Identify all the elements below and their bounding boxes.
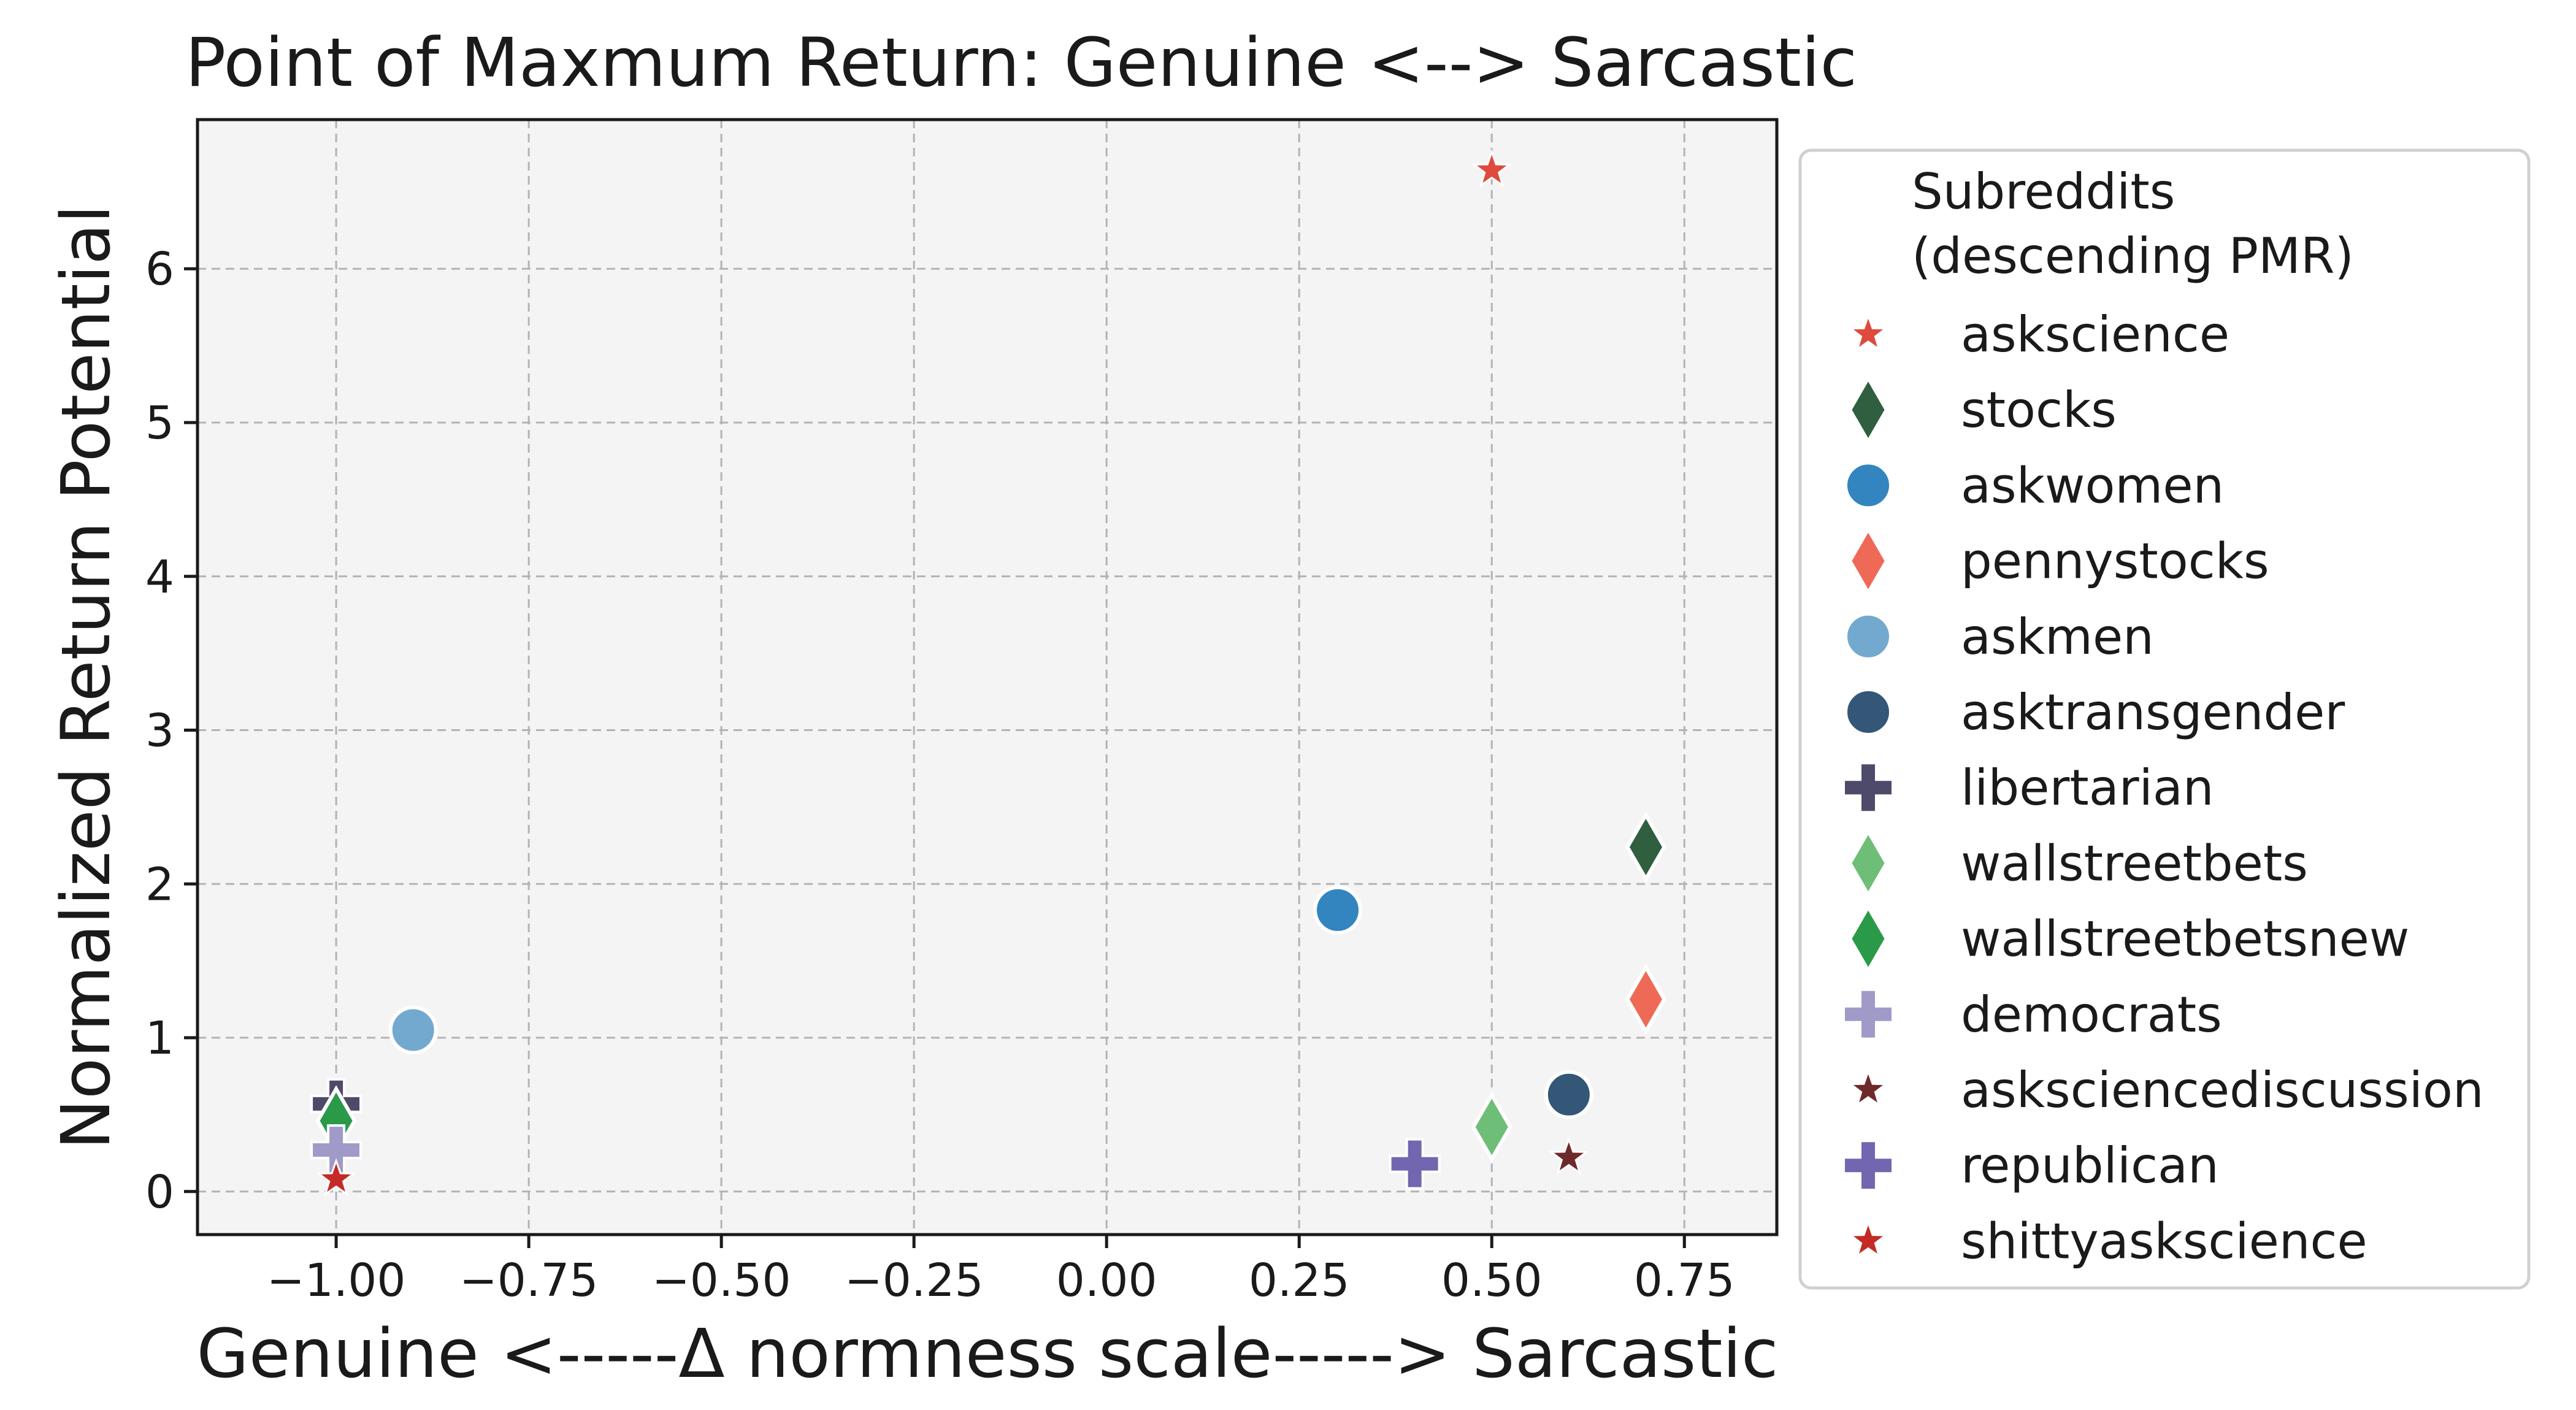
plot-area [197,120,1777,1235]
point-askscience [1471,149,1512,188]
axis-ticks: −1.00 −0.75 −0.50 −0.25 0.00 0.25 0.50 0.75 0 1 2 3… [145,243,1735,1307]
legend-marker-pennystocks [1847,525,1889,597]
x-tick-label: −0.25 [845,1254,984,1307]
grid-lines [197,120,1777,1235]
y-axis-label: Normalized Return Potential [47,205,125,1150]
point-pennystocks [1625,964,1666,1035]
legend-label-askwomen: askwomen [1961,457,2224,514]
plot-frame [196,118,1779,1236]
x-tick-label: 0.50 [1441,1254,1543,1307]
point-askmen [388,1005,438,1055]
legend-items: askscience stocks askwomen pennystocks askme… [1842,306,2484,1270]
legend-marker-wallstreetbets [1847,827,1889,899]
x-tick-label: 0.00 [1056,1254,1157,1307]
legend-marker-asktransgender [1844,688,1893,737]
point-republican [1389,1138,1441,1190]
legend-label-askscience: askscience [1961,306,2229,363]
legend-marker-asksciencediscussion [1848,1068,1888,1108]
point-askwomen [1313,885,1363,935]
y-tick-label: 4 [145,551,174,603]
legend-marker-wallstreetbetsnew [1847,903,1889,975]
legend-label-libertarian: libertarian [1961,759,2214,816]
x-tick-label: −0.50 [652,1254,791,1307]
legend-label-pennystocks: pennystocks [1961,533,2269,590]
x-tick-label: 0.75 [1634,1254,1735,1307]
point-shittyaskscience [316,1158,356,1197]
legend-label-wallstreetbetsnew: wallstreetbetsnew [1961,911,2409,968]
point-asksciencediscussion [1548,1136,1589,1175]
y-tick-label: 2 [145,858,174,911]
legend-label-democrats: democrats [1961,986,2222,1043]
legend-marker-democrats [1842,988,1894,1040]
legend-label-asksciencediscussion: asksciencediscussion [1961,1062,2484,1119]
point-stocks [1625,811,1666,883]
y-tick-label: 3 [145,705,174,757]
point-asktransgender [1544,1070,1593,1119]
legend-label-republican: republican [1961,1137,2219,1194]
legend-label-askmen: askmen [1961,608,2154,665]
legend-marker-stocks [1847,374,1889,446]
legend-title-line1: Subreddits [1912,163,2175,220]
legend: Subreddits (descending PMR) askscience st… [1798,148,2531,1290]
point-wallstreetbets [1471,1091,1512,1163]
x-axis-label: Genuine <-----Δ normness scale-----> Sar… [197,1314,1779,1393]
legend-marker-shittyaskscience [1848,1219,1888,1259]
chart-title: Point of Maxmum Return: Genuine <--> Sar… [185,23,1857,102]
y-tick-label: 5 [145,397,174,450]
legend-marker-askwomen [1844,461,1893,510]
legend-marker-republican [1842,1140,1894,1192]
legend-marker-askscience [1848,313,1888,352]
legend-label-stocks: stocks [1961,381,2117,439]
x-tick-label: −1.00 [267,1254,406,1307]
y-tick-label: 0 [145,1166,174,1219]
legend-label-asktransgender: asktransgender [1961,684,2345,741]
x-tick-label: 0.25 [1249,1254,1350,1307]
legend-marker-libertarian [1842,762,1894,814]
legend-label-wallstreetbets: wallstreetbets [1961,835,2308,892]
y-tick-label: 6 [145,243,174,296]
legend-marker-askmen [1844,611,1893,661]
data-points [310,149,1666,1197]
legend-box [1798,148,2531,1290]
legend-label-shittyaskscience: shittyaskscience [1961,1213,2367,1270]
y-tick-label: 1 [145,1012,174,1065]
legend-title-line2: (descending PMR) [1912,228,2354,285]
x-tick-label: −0.75 [459,1254,599,1307]
